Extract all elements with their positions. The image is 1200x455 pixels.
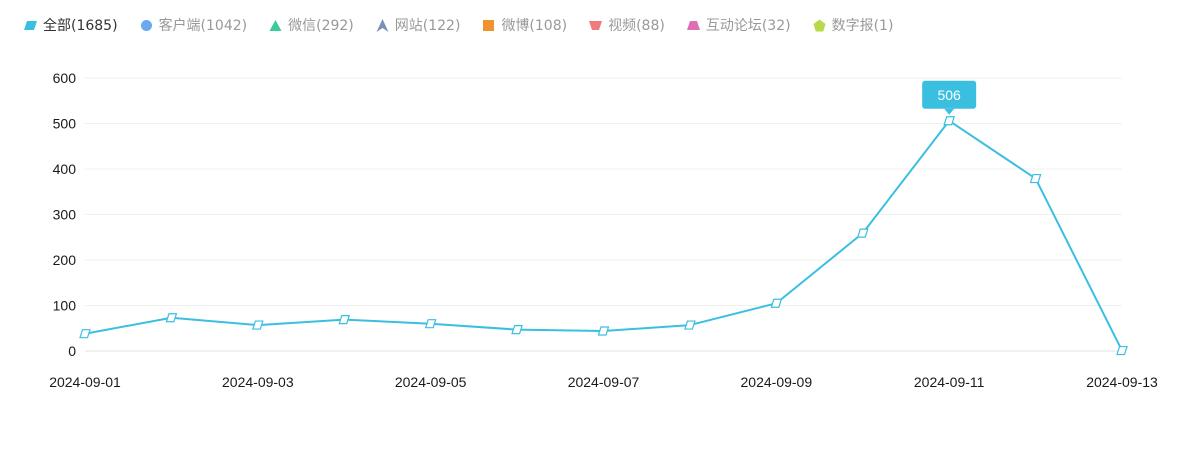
arrow-icon [376,18,389,32]
legend-label: 数字报(1) [831,18,894,34]
x-tick-label: 2024-09-07 [568,374,640,390]
chart-legend: 全部(1685) 客户端(1042) 微信(292) 网站(122) 微博(108) 视频… [24,14,893,36]
legend-label: 全部(1685) [43,18,118,34]
legend-item-0[interactable]: 全部(1685) [24,15,118,35]
data-point[interactable] [856,228,869,238]
data-point[interactable] [165,313,178,323]
trapezoid-down-icon [589,19,603,32]
legend-item-4[interactable]: 微博(108) [482,15,567,35]
legend-label: 网站(122) [394,18,461,34]
legend-label: 视频(88) [608,18,665,34]
y-tick-label: 500 [53,116,77,132]
data-point[interactable] [684,320,696,330]
y-tick-label: 600 [53,70,77,86]
pentagon-icon [813,19,826,32]
y-tick-label: 400 [53,161,77,177]
data-point[interactable] [1029,173,1042,184]
data-point[interactable] [252,320,264,330]
x-tick-label: 2024-09-09 [741,374,813,390]
x-axis: 2024-09-01 2024-09-03 2024-09-05 2024-09-07… [49,374,1158,390]
data-point[interactable] [511,325,523,335]
legend-label: 微信(292) [288,18,354,34]
legend-item-6[interactable]: 互动论坛(32) [686,15,791,35]
data-point[interactable] [770,298,783,308]
x-tick-label: 2024-09-03 [222,374,294,390]
y-tick-label: 200 [53,252,77,268]
data-point[interactable] [424,319,437,329]
legend-item-2[interactable]: 微信(292) [269,15,354,35]
tooltip-value: 506 [937,87,961,103]
data-point[interactable] [79,329,91,339]
square-icon [482,19,495,32]
triangle-icon [269,19,282,32]
x-tick-label: 2024-09-01 [49,374,121,390]
y-tick-label: 0 [68,343,76,359]
y-axis: 0 100 200 300 400 500 600 [53,70,77,359]
data-point[interactable] [943,116,955,126]
legend-label: 微博(108) [501,18,568,34]
tooltip-box [922,80,977,109]
x-tick-label: 2024-09-13 [1086,374,1158,390]
tooltip-pointer [944,108,955,115]
legend-label: 客户端(1042) [158,18,248,34]
legend-item-3[interactable]: 网站(122) [376,15,461,35]
series-line [84,119,1123,351]
y-tick-label: 100 [53,298,77,314]
trapezoid-up-icon [686,19,700,32]
legend-item-7[interactable]: 数字报(1) [813,15,894,35]
data-point[interactable] [1116,345,1128,356]
grid-lines [85,77,1122,352]
x-tick-label: 2024-09-11 [914,374,985,390]
y-tick-label: 300 [53,207,77,223]
circle-icon [140,19,153,32]
legend-item-5[interactable]: 视频(88) [589,15,665,35]
parallelogram-icon [24,19,37,32]
series-all [79,116,1128,356]
data-point[interactable] [338,315,351,325]
legend-label: 互动论坛(32) [705,18,791,34]
x-tick-label: 2024-09-05 [395,374,467,390]
data-point[interactable] [597,326,610,336]
legend-item-1[interactable]: 客户端(1042) [140,15,248,35]
data-tooltip: 506 [922,80,977,115]
